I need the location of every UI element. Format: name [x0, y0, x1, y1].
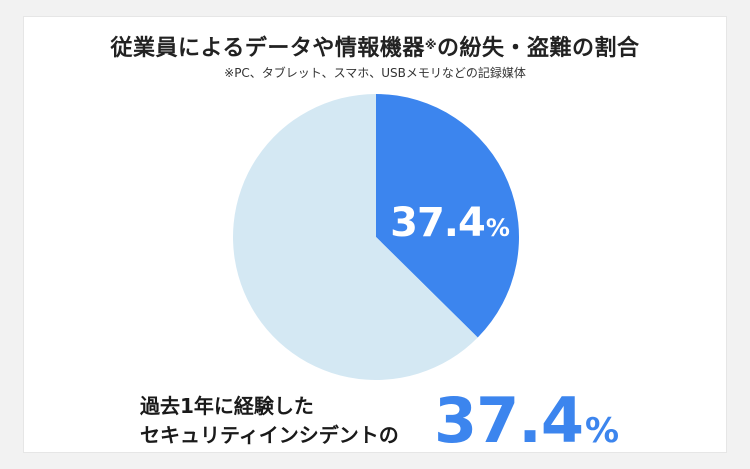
pie-slice-highlight — [376, 94, 520, 338]
result-caption: 過去1年に経験した セキュリティインシデントの — [140, 392, 399, 450]
slice-value-unit: % — [485, 214, 510, 242]
caption-line-2: セキュリティインシデントの — [140, 423, 399, 447]
title-main: 従業員によるデータや情報機器 — [110, 36, 425, 61]
chart-subtitle: ※PC、タブレット、スマホ、USBメモリなどの記録媒体 — [224, 66, 526, 80]
slice-value-label: 37.4% — [380, 200, 520, 246]
title-rest: の紛失・盗難の割合 — [437, 36, 640, 61]
title-note-mark: ※ — [424, 38, 437, 52]
caption-line-1: 過去1年に経験した — [140, 394, 314, 418]
pie-slice-rest — [233, 94, 478, 380]
highlight-number: 37.4 — [434, 384, 584, 457]
slice-value-number: 37.4 — [390, 200, 486, 246]
highlight-value: 37.4% — [434, 384, 619, 457]
chart-title: 従業員によるデータや情報機器※の紛失・盗難の割合 — [0, 30, 750, 62]
highlight-unit: % — [584, 411, 620, 451]
